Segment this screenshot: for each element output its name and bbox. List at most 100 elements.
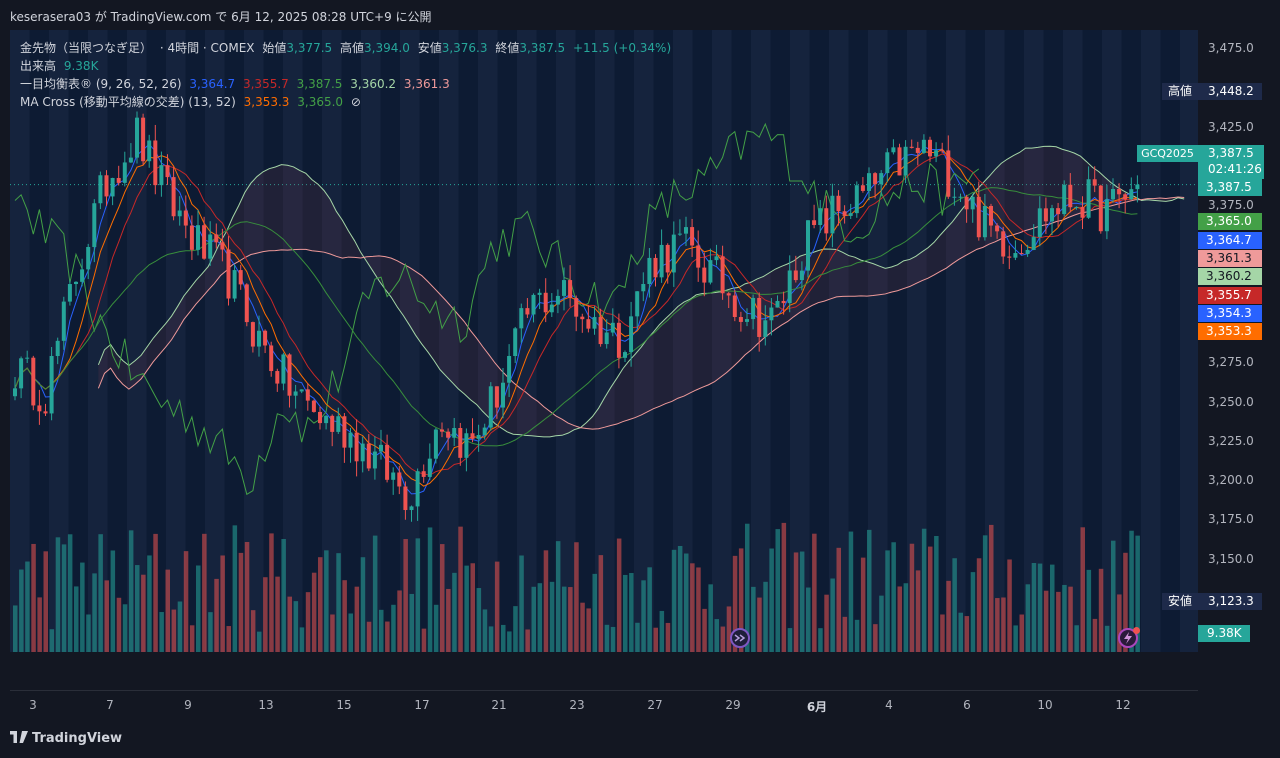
candle-body [976, 196, 981, 238]
volume-bar [128, 530, 134, 652]
volume-bar [848, 531, 854, 652]
volume-bar [336, 553, 341, 652]
time-tick: 10 [1037, 698, 1053, 712]
ichimoku-cloud [98, 146, 1185, 437]
candle-body [305, 389, 310, 401]
legend-ichimoku-row[interactable]: 一目均衡表® (9, 26, 52, 26) 3,364.7 3,355.7 3… [20, 75, 675, 93]
volume-bar [812, 533, 817, 652]
volume-bar [1007, 559, 1012, 652]
candle-body [403, 486, 408, 511]
candle-body [574, 298, 579, 317]
candle-body [1111, 188, 1115, 200]
volume-bar [897, 586, 902, 652]
time-tick: 9 [184, 698, 192, 712]
volume-bar [616, 538, 622, 652]
volume-bar [684, 553, 689, 652]
candle-body [232, 270, 237, 299]
session-stripe [640, 30, 654, 652]
volume-bar [189, 625, 195, 652]
candle-body [391, 472, 396, 480]
volume-bar [177, 601, 183, 652]
candle-body [781, 300, 786, 304]
candle-body [80, 269, 85, 282]
session-stripe [211, 30, 225, 652]
time-axis[interactable]: 3 7 9 13 15 17 21 23 27 29 6月 4 6 10 12 [10, 690, 1198, 727]
volume-bar [415, 538, 421, 652]
candle-body [494, 386, 499, 408]
candle-body [67, 284, 72, 302]
dividend-marker-icon[interactable] [730, 628, 750, 648]
candle-body [397, 472, 402, 487]
volume-bar [1025, 584, 1031, 652]
candle-body [952, 196, 957, 198]
price-axis[interactable]: 3,475.0 3,425.0 3,375.0 3,275.0 3,250.0 … [1198, 30, 1280, 690]
candle-body [55, 340, 60, 357]
volume-bar [781, 522, 787, 652]
candle-body [366, 443, 371, 469]
volume-bar [269, 533, 274, 652]
volume-bar [775, 529, 780, 652]
volume-bar [440, 544, 445, 652]
time-tick: 21 [491, 698, 507, 712]
candle-body [946, 150, 951, 197]
legend-ma-row[interactable]: MA Cross (移動平均線の交差) (13, 52) 3,353.3 3,3… [20, 93, 675, 111]
session-stripe [328, 30, 342, 652]
volume-bar [946, 580, 951, 652]
candle-body [43, 411, 48, 414]
candle-body [311, 400, 316, 412]
event-lightning-icon[interactable] [1118, 628, 1138, 648]
legend-volume-row[interactable]: 出来高 9.38K [20, 57, 675, 75]
tradingview-logo[interactable]: TradingView [10, 731, 122, 746]
session-stripe [484, 30, 498, 652]
volume-bar [989, 524, 994, 652]
volume-bar [1031, 563, 1037, 652]
legend-symbol-name[interactable]: 金先物（当限つなぎ足） [20, 41, 153, 55]
low-label-tag: 安値 [1162, 593, 1198, 610]
candle-body [635, 291, 640, 317]
legend-symbol-row: 金先物（当限つなぎ足） · 4時間 · COMEX 始値3,377.5 高値3,… [20, 39, 675, 57]
volume-bar [702, 608, 707, 652]
candle-body [360, 443, 365, 462]
hide-indicator-icon[interactable]: ⊘ [350, 95, 361, 109]
volume-bar [37, 597, 42, 652]
candle-body [293, 391, 298, 396]
event-dot-icon [1133, 627, 1140, 634]
candle-body [433, 429, 438, 459]
volume-bar [354, 586, 360, 652]
volume-bar [745, 523, 750, 652]
candle-body [1092, 179, 1097, 186]
volume-bar [1074, 625, 1079, 652]
volume-bar [769, 548, 774, 652]
volume-bar [226, 626, 231, 652]
candle-body [372, 451, 377, 469]
volume-bar [147, 555, 152, 652]
session-stripe [718, 30, 732, 652]
volume-bar [580, 602, 585, 652]
volume-bar [592, 573, 597, 652]
candle-body [354, 432, 359, 462]
volume-bar [1086, 569, 1092, 652]
volume-bar [293, 601, 299, 652]
session-stripe [367, 30, 381, 652]
candle-body [147, 140, 152, 162]
candle-body [1104, 199, 1109, 232]
volume-bar [104, 580, 109, 652]
volume-bar [537, 583, 543, 652]
candle-body [1007, 256, 1012, 258]
high-label-tag: 高値 [1162, 83, 1198, 100]
session-stripe [289, 30, 303, 652]
volume-bar [653, 627, 658, 652]
volume-bar [220, 555, 225, 652]
volume-bar [427, 527, 433, 652]
chart-plot-area[interactable] [10, 30, 1198, 690]
candle-body [580, 316, 585, 320]
session-stripe [913, 30, 927, 652]
volume-bar [287, 596, 292, 652]
volume-bar [677, 545, 683, 652]
time-tick: 7 [106, 698, 114, 712]
candle-body [122, 162, 127, 183]
session-stripe [796, 30, 810, 652]
candle-body [525, 308, 530, 315]
price-tag-conversion: 3,364.7 [1198, 232, 1262, 249]
candle-body [1080, 206, 1085, 218]
